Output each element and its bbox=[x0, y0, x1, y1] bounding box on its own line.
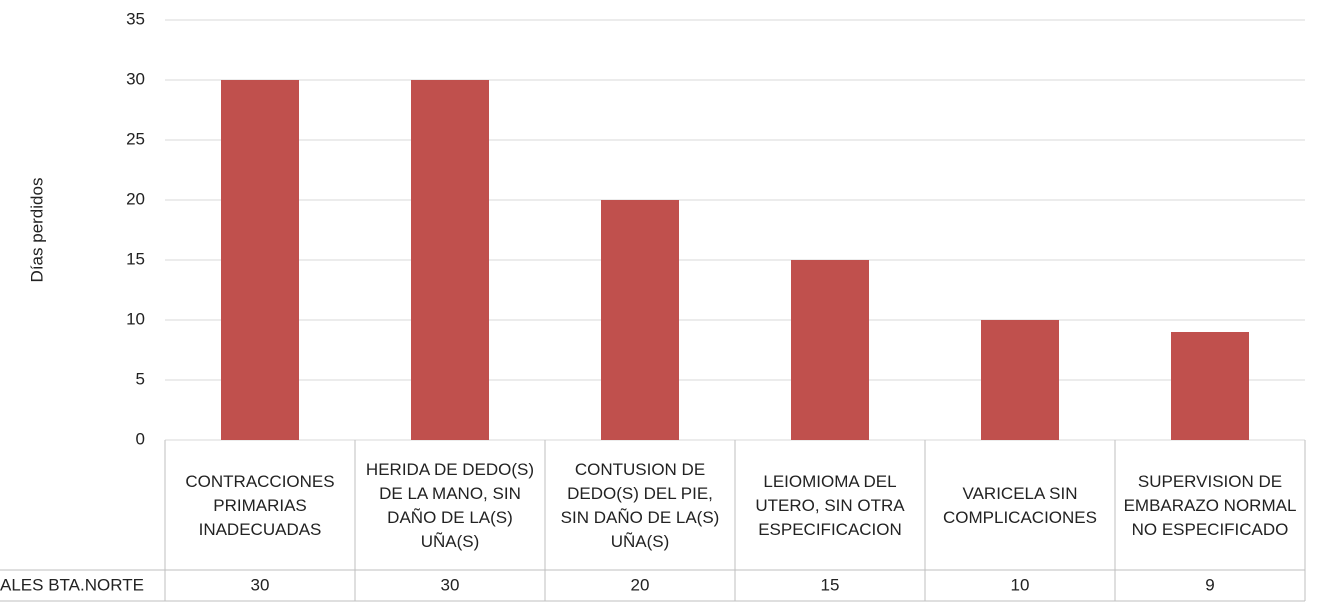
table-value: 15 bbox=[821, 575, 840, 594]
legend-label: ALES BTA.NORTE bbox=[0, 575, 144, 594]
table-value: 30 bbox=[251, 575, 270, 594]
y-tick-label: 30 bbox=[126, 69, 145, 88]
x-tick-label: VARICELA SIN COMPLICACIONES bbox=[943, 484, 1097, 527]
y-tick-label: 10 bbox=[126, 309, 145, 328]
y-tick-label: 5 bbox=[136, 369, 145, 388]
x-tick-label: LEIOMIOMA DEL UTERO, SIN OTRA ESPECIFICA… bbox=[755, 472, 905, 539]
table-value: 30 bbox=[441, 575, 460, 594]
x-tick-label: SUPERVISION DE EMBARAZO NORMAL NO ESPECI… bbox=[1123, 472, 1297, 539]
table-value: 9 bbox=[1205, 575, 1214, 594]
bar bbox=[221, 80, 299, 440]
y-tick-label: 15 bbox=[126, 249, 145, 268]
y-tick-label: 0 bbox=[136, 429, 145, 448]
y-tick-label: 35 bbox=[126, 9, 145, 28]
y-tick-label: 20 bbox=[126, 189, 145, 208]
bar bbox=[791, 260, 869, 440]
x-tick-label: CONTRACCIONES PRIMARIAS INADECUADAS bbox=[185, 472, 335, 539]
table-value: 10 bbox=[1011, 575, 1030, 594]
y-tick-label: 25 bbox=[126, 129, 145, 148]
bar bbox=[601, 200, 679, 440]
table-value: 20 bbox=[631, 575, 650, 594]
x-tick-label: CONTUSION DE DEDO(S) DEL PIE, SIN DAÑO D… bbox=[560, 460, 720, 551]
bar bbox=[981, 320, 1059, 440]
bar bbox=[1171, 332, 1249, 440]
x-tick-label: HERIDA DE DEDO(S) DE LA MANO, SIN DAÑO D… bbox=[365, 460, 535, 551]
bar bbox=[411, 80, 489, 440]
y-axis-label: Días perdidos bbox=[27, 178, 46, 283]
